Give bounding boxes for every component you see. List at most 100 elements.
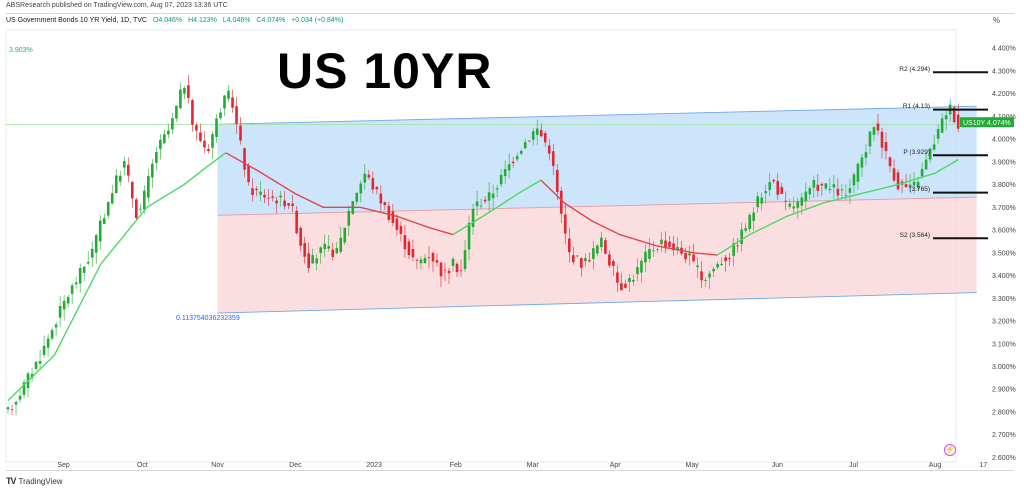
candle xyxy=(315,258,319,264)
candle xyxy=(143,190,146,210)
lightning-icon[interactable]: ⚡ xyxy=(944,444,956,456)
candle xyxy=(431,252,435,262)
moving-average-line-2 xyxy=(225,152,454,236)
candle xyxy=(944,115,948,120)
chart-title: US 10YR xyxy=(277,43,493,99)
candle xyxy=(768,182,772,191)
y-tick-label: 3.800% xyxy=(992,182,1016,189)
candle xyxy=(688,253,691,256)
y-tick-label: 2.900% xyxy=(992,387,1016,394)
candle xyxy=(848,188,852,193)
candle xyxy=(628,278,631,283)
candle xyxy=(800,197,804,206)
candle xyxy=(808,188,812,195)
candle xyxy=(311,255,314,264)
y-tick-label: 2.600% xyxy=(992,455,1016,462)
x-tick-label: Aug xyxy=(929,462,942,469)
candle xyxy=(387,205,391,221)
candle xyxy=(732,243,735,256)
candle xyxy=(660,239,663,245)
candle xyxy=(620,283,623,291)
candle xyxy=(363,173,367,183)
last-price-symbol: US10Y xyxy=(963,120,986,127)
ohlc-close: C4.074% xyxy=(256,17,286,24)
candle xyxy=(543,133,547,143)
ohlc-change: +0.034 (+0.84%) xyxy=(291,17,344,24)
candle xyxy=(275,200,278,204)
candle xyxy=(576,255,579,257)
candle xyxy=(54,324,58,328)
candle xyxy=(487,192,491,201)
candle xyxy=(744,228,747,231)
candle xyxy=(495,188,499,190)
y-tick-label: 2.700% xyxy=(992,432,1016,439)
candle xyxy=(704,280,707,281)
candle xyxy=(864,152,868,158)
candle xyxy=(912,181,916,186)
candle xyxy=(636,267,639,275)
candle xyxy=(175,105,178,119)
y-tick-label: 4.000% xyxy=(992,137,1016,144)
candle xyxy=(920,168,924,177)
candle xyxy=(187,85,190,98)
percent-scale-button[interactable]: % xyxy=(992,16,1000,25)
moving-average-line-1 xyxy=(7,152,227,402)
candle xyxy=(299,227,302,246)
candle xyxy=(66,296,70,304)
candle xyxy=(852,174,856,186)
candle xyxy=(267,197,270,199)
x-tick-label: Apr xyxy=(610,462,622,469)
candle xyxy=(796,201,800,208)
y-tick-label: 3.400% xyxy=(992,273,1016,280)
candle xyxy=(616,272,619,283)
y-tick-label: 3.500% xyxy=(992,250,1016,257)
candle xyxy=(868,131,872,147)
candle xyxy=(74,282,78,285)
candle xyxy=(608,254,611,266)
candle xyxy=(86,261,90,264)
candle xyxy=(700,271,703,281)
x-tick-label: Nov xyxy=(211,462,224,469)
y-tick-label: 4.400% xyxy=(992,46,1016,53)
candle xyxy=(279,195,282,198)
candle xyxy=(491,193,495,199)
candle xyxy=(203,140,206,148)
candle xyxy=(840,189,844,191)
candle xyxy=(632,279,635,282)
candle xyxy=(395,218,399,230)
candle xyxy=(696,265,699,268)
candle xyxy=(419,259,423,264)
candle xyxy=(195,125,198,131)
candle xyxy=(888,157,892,167)
candle xyxy=(820,183,824,186)
candle xyxy=(916,181,920,189)
candle xyxy=(223,95,226,109)
candle xyxy=(34,361,38,369)
y-tick-label: 3.200% xyxy=(992,319,1016,326)
candle xyxy=(167,130,170,135)
candle xyxy=(555,169,559,192)
candle xyxy=(559,190,563,214)
candle xyxy=(371,178,375,190)
candle xyxy=(499,174,503,185)
footer-brand[interactable]: TradingView xyxy=(18,476,63,486)
candle xyxy=(784,200,788,202)
publisher-line: ABSResearch published on TradingView.com… xyxy=(6,2,228,9)
candle xyxy=(463,250,467,270)
candle xyxy=(303,242,306,257)
moving-average-line-3 xyxy=(452,179,542,236)
candle xyxy=(908,184,912,188)
y-tick-label: 3.600% xyxy=(992,228,1016,235)
candle xyxy=(712,268,715,272)
candle xyxy=(295,210,298,234)
candle xyxy=(672,243,675,251)
x-tick-label: Mar xyxy=(527,462,540,469)
candle xyxy=(872,127,876,135)
y-tick-label: 4.200% xyxy=(992,91,1016,98)
candle xyxy=(235,106,238,124)
candle xyxy=(427,256,431,258)
candle xyxy=(547,145,551,154)
symbol-name[interactable]: US Government Bonds 10 YR Yield, 1D, TVC xyxy=(6,17,147,24)
